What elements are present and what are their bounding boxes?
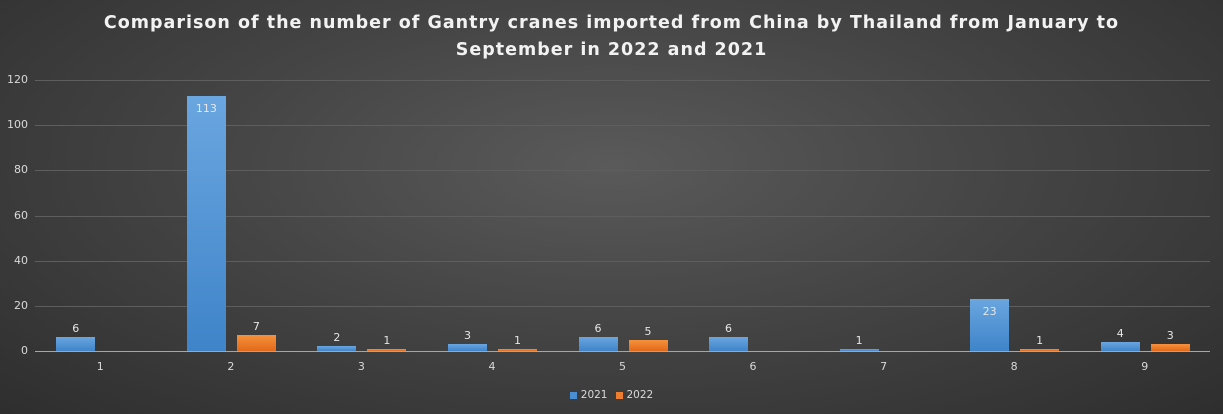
legend-swatch-icon: [569, 391, 577, 399]
bar-2021-9: [1100, 341, 1140, 351]
bar-2022-3: [367, 348, 407, 351]
legend-item-2022: 2022: [615, 389, 654, 401]
legend: 2021 2022: [0, 389, 1223, 401]
legend-label: 2021: [580, 389, 608, 401]
bar-2022-9: [1150, 344, 1190, 351]
bar-2021-1: [56, 337, 96, 351]
data-label: 113: [195, 101, 217, 115]
title-line-2: September in 2022 and 2021: [455, 40, 768, 60]
y-tick-label: 0: [21, 344, 28, 357]
data-label: 3: [1166, 329, 1174, 343]
data-label: 6: [72, 322, 80, 336]
bar-2021-2: [186, 95, 226, 351]
gridline: [35, 80, 1210, 81]
bar-2022-4: [497, 348, 537, 351]
bar-2021-6: [709, 337, 749, 351]
data-label: 5: [644, 324, 652, 338]
bar-2021-8: [970, 299, 1010, 351]
data-label: 1: [383, 333, 391, 347]
x-tick-label: 9: [1141, 360, 1149, 373]
y-tick-label: 120: [7, 73, 28, 86]
data-label: 6: [725, 322, 733, 336]
data-label: 2: [333, 331, 341, 345]
data-label: 6: [594, 322, 602, 336]
data-label: 3: [463, 329, 471, 343]
x-tick-label: 3: [357, 360, 365, 373]
gridline: [35, 215, 1210, 217]
data-label: 4: [1116, 326, 1124, 340]
gridline: [35, 260, 1210, 262]
bar-2021-3: [317, 346, 357, 351]
gridline: [35, 305, 1210, 307]
x-tick-label: 1: [96, 360, 104, 373]
bar-2022-5: [628, 339, 668, 351]
x-tick-label: 8: [1010, 360, 1018, 373]
data-label: 7: [252, 320, 260, 334]
x-axis-line: [35, 351, 1210, 352]
bar-2021-4: [447, 344, 487, 351]
x-tick-label: 5: [619, 360, 626, 373]
chart-title: Comparison of the number of Gantry crane…: [0, 10, 1223, 64]
gridline: [35, 125, 1210, 127]
bar-2021-7: [839, 348, 879, 351]
y-tick-label: 60: [14, 208, 28, 222]
y-tick-label: 20: [14, 298, 28, 312]
plot-area: 6 1 113 7 2 2 1 3 3 1 4 6 5 5 6 6 1 7 23 1 8 4 3 9: [35, 80, 1210, 373]
data-label: 1: [855, 333, 863, 347]
x-tick-label: 7: [880, 360, 888, 373]
legend-swatch-icon: [615, 391, 623, 399]
title-line-1: Comparison of the number of Gantry crane…: [103, 13, 1120, 33]
bar-2021-5: [578, 337, 618, 351]
x-tick-label: 4: [488, 360, 496, 373]
data-label: 1: [1036, 333, 1044, 347]
y-tick-label: 40: [14, 253, 28, 267]
gridline: [35, 170, 1210, 172]
data-label: 1: [513, 333, 521, 347]
y-tick-label: 100: [7, 118, 28, 132]
x-tick-label: 2: [227, 360, 235, 373]
legend-label: 2022: [626, 389, 654, 401]
bar-2022-2: [236, 335, 276, 351]
legend-item-2021: 2021: [569, 389, 608, 401]
y-tick-label: 80: [14, 163, 28, 177]
data-label: 23: [982, 305, 997, 319]
bar-2022-8: [1020, 348, 1060, 351]
x-tick-label: 6: [749, 360, 757, 373]
